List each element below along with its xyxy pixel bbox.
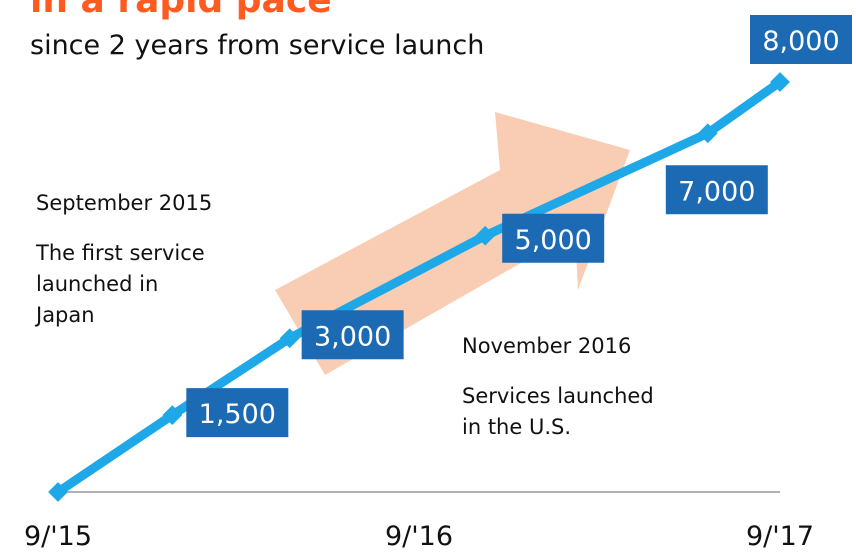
value-label-box <box>665 165 768 215</box>
annotation-text: in the U.S. <box>462 415 571 439</box>
x-tick-label: 9/'16 <box>385 521 453 552</box>
point-marker <box>162 405 183 426</box>
value-label-box <box>502 213 605 263</box>
growth-arrow <box>275 112 630 375</box>
annotation-text: The first service <box>35 241 205 265</box>
value-label: 3,000 <box>314 321 391 352</box>
value-label: 1,500 <box>199 399 276 430</box>
annotation-text: Japan <box>34 303 95 327</box>
value-label: 5,000 <box>515 225 592 256</box>
annotation-heading: November 2016 <box>462 334 631 358</box>
chart-subtitle: since 2 years from service launch <box>30 30 484 61</box>
x-tick-label: 9/'15 <box>24 521 92 552</box>
value-label: 7,000 <box>678 176 755 207</box>
annotation-heading: September 2015 <box>36 191 212 215</box>
line <box>55 78 783 496</box>
annotation-text: Services launched <box>462 384 654 408</box>
value-label: 8,000 <box>762 26 839 57</box>
point-marker <box>279 328 300 349</box>
value-label-box <box>186 388 289 438</box>
x-tick-label: 9/'17 <box>746 521 814 552</box>
chart-title: in a rapid pace <box>30 0 332 21</box>
value-label-box <box>301 310 404 360</box>
value-label-box <box>750 15 852 64</box>
annotation-text: launched in <box>36 272 158 296</box>
point-marker <box>475 225 496 246</box>
point-marker <box>48 482 68 502</box>
